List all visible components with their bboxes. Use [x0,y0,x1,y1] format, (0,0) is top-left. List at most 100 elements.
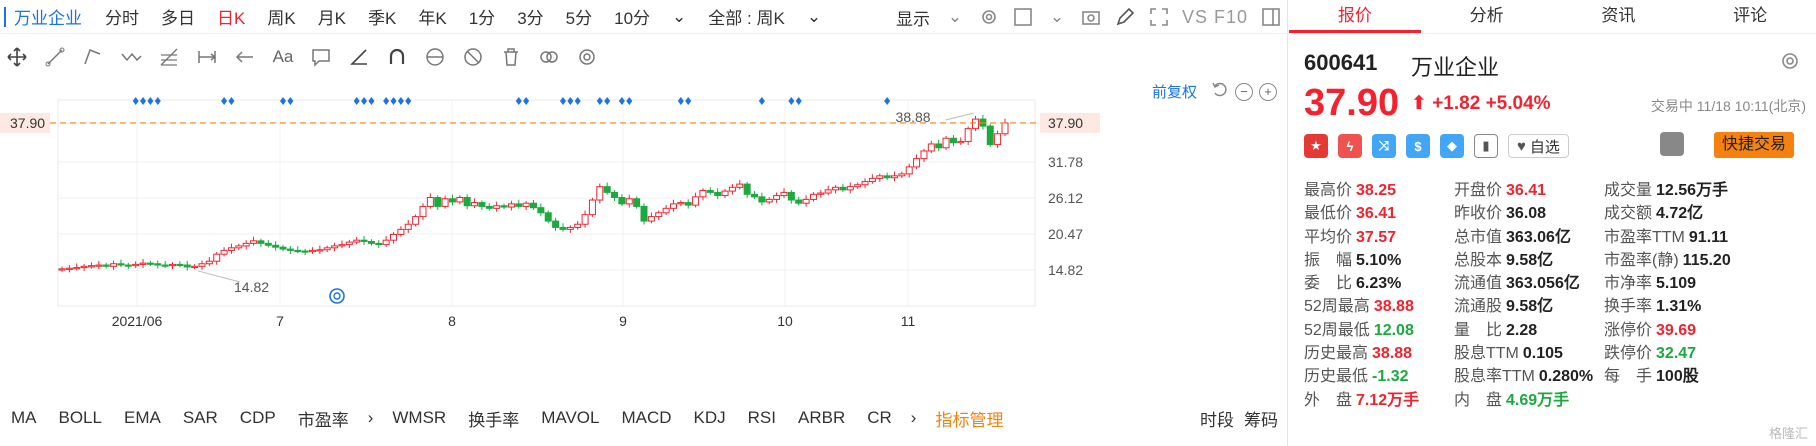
indicator-tab[interactable]: 换手率 [468,410,520,430]
signal-diamond [397,97,404,105]
square-checkbox-icon[interactable] [1012,6,1034,28]
indicator-tab[interactable]: 市盈率 [297,410,349,430]
candle-up [65,267,73,270]
dollar-icon[interactable]: $ [1406,134,1430,158]
period-tab-active[interactable]: 日K [217,9,246,28]
kline-chart[interactable]: 37.90 37.90 31.78 26.12 20.47 14.82 2021/06 7 8 9… [0,96,1288,340]
zoom-in-icon[interactable]: + [1259,82,1277,101]
pencil-icon[interactable] [1114,6,1136,28]
indicator-manager-button[interactable]: 指标管理 [935,410,1004,430]
china-flag-icon[interactable]: ★ [1304,134,1328,158]
chevron-down-icon[interactable]: ⌄ [806,6,822,26]
low-annotation: 14.82 [234,279,269,295]
indicator-tab[interactable]: BOLL [58,408,102,427]
range-select[interactable]: 全部 : 周K [708,9,785,28]
stats-row: 最高价 38.25 开盘价 36.41 成交量 12.56万手 [1304,176,1809,199]
indicator-tab[interactable]: SAR [182,408,218,427]
candle-down [463,196,471,207]
stat-value: 4.69万手 [1506,391,1570,409]
bell-icon[interactable] [1660,132,1684,156]
hide-icon[interactable] [456,42,490,72]
candle-up [419,205,427,218]
candle-up [662,207,670,214]
indicator-tab[interactable]: WMSR [392,408,447,427]
indicator-tab[interactable]: MAVOL [541,408,600,427]
indicator-tab[interactable]: MA [11,408,37,427]
tab-quote[interactable]: 报价 [1289,0,1421,33]
indicator-tab[interactable]: MACD [621,408,672,427]
period-tab[interactable]: 多日 [161,9,195,28]
candle-up [832,186,840,191]
vs-f10-button[interactable]: VS F10 [1181,6,1248,27]
candle-down [257,240,265,244]
period-tab[interactable]: 1分 [468,9,496,28]
indicator-tab[interactable]: CDP [239,408,276,427]
stats-row: 最低价 36.41 昨收价 36.08 成交额 4.72亿 [1304,199,1809,222]
arrow-left-icon[interactable] [228,42,262,72]
camera-icon[interactable] [1080,6,1102,28]
period-tab[interactable]: 分时 [105,9,139,28]
undo-icon[interactable] [1211,80,1229,103]
angle-icon[interactable] [342,42,376,72]
zoom-out-icon[interactable]: − [1235,82,1253,101]
stock-name-tab[interactable]: 万业企业 [14,9,82,28]
adjust-mode-button[interactable]: 前复权 [1151,84,1197,101]
quick-trade-button[interactable]: 快捷交易 [1713,132,1794,158]
period-tab[interactable]: 周K [267,9,296,28]
settings-gear-icon[interactable] [1779,50,1801,72]
chevron-right-icon[interactable]: › [367,408,374,427]
draw-settings-gear-icon[interactable] [570,42,604,72]
indicator-tab[interactable]: RSI [747,408,776,427]
stat-label: 每 手 [1604,368,1653,386]
trash-icon[interactable] [494,42,528,72]
time-segment-button[interactable]: 时段 [1200,410,1234,430]
wave-tool-icon[interactable] [114,42,148,72]
stat-value: 36.41 [1356,205,1397,223]
fibonacci-icon[interactable] [152,42,186,72]
panel-toggle-icon[interactable] [1260,6,1282,28]
text-tool[interactable]: Aa [272,47,294,66]
display-button[interactable]: 显示 [895,9,930,29]
bookmark-icon[interactable]: ▮ [1474,134,1498,158]
chevron-down-icon[interactable]: ⌄ [1049,7,1065,26]
stat-cell: 市盈率TTM 91.11 [1604,223,1728,247]
lightning-icon[interactable]: ϟ [1338,134,1362,158]
tag-icon[interactable]: ◆ [1440,134,1464,158]
eye-icon[interactable] [418,42,452,72]
period-tab[interactable]: 5分 [565,9,593,28]
comment-icon[interactable] [304,42,338,72]
indicator-tab[interactable]: EMA [123,408,161,427]
shuffle-icon[interactable]: ⤨ [1372,134,1396,158]
indicator-tab[interactable]: KDJ [693,408,726,427]
line-segment-icon[interactable] [38,42,72,72]
chips-button[interactable]: 筹码 [1244,410,1278,430]
candle-up [397,228,405,235]
settings-gear-icon[interactable] [978,6,1000,28]
indicator-tab[interactable]: ARBR [798,408,846,427]
move-cross-icon[interactable] [0,42,34,72]
stat-cell: 流通股 9.58亿 [1454,292,1553,316]
period-tab[interactable]: 月K [317,9,347,28]
period-tab[interactable]: 季K [368,9,397,28]
signal-markers [132,97,891,105]
tab-news[interactable]: 资讯 [1601,6,1636,25]
chevron-right-icon[interactable]: › [910,408,917,427]
tab-comments[interactable]: 评论 [1733,6,1768,25]
link-circles-icon[interactable] [532,42,566,72]
indicator-tab[interactable]: CR [867,408,892,427]
period-tab[interactable]: 10分 [614,9,651,28]
magnet-icon[interactable] [380,42,414,72]
period-tab[interactable]: 年K [418,9,447,28]
range-measure-icon[interactable] [190,42,224,72]
stat-cell: 52周最低 12.08 [1304,316,1414,340]
chevron-down-icon[interactable]: ⌄ [947,7,963,26]
stats-row: 历史最高 38.88 股息TTM 0.105 跌停价 32.47 [1304,339,1809,362]
signal-diamond [368,97,375,105]
fullscreen-icon[interactable] [1148,6,1170,28]
channel-tool-icon[interactable] [76,42,110,72]
tab-analysis[interactable]: 分析 [1469,6,1504,25]
add-favorite-button[interactable]: ♥ 自选 [1508,134,1569,158]
event-marker-inner-icon [333,292,341,300]
chevron-down-icon[interactable]: ⌄ [672,6,687,26]
period-tab[interactable]: 3分 [517,9,544,28]
